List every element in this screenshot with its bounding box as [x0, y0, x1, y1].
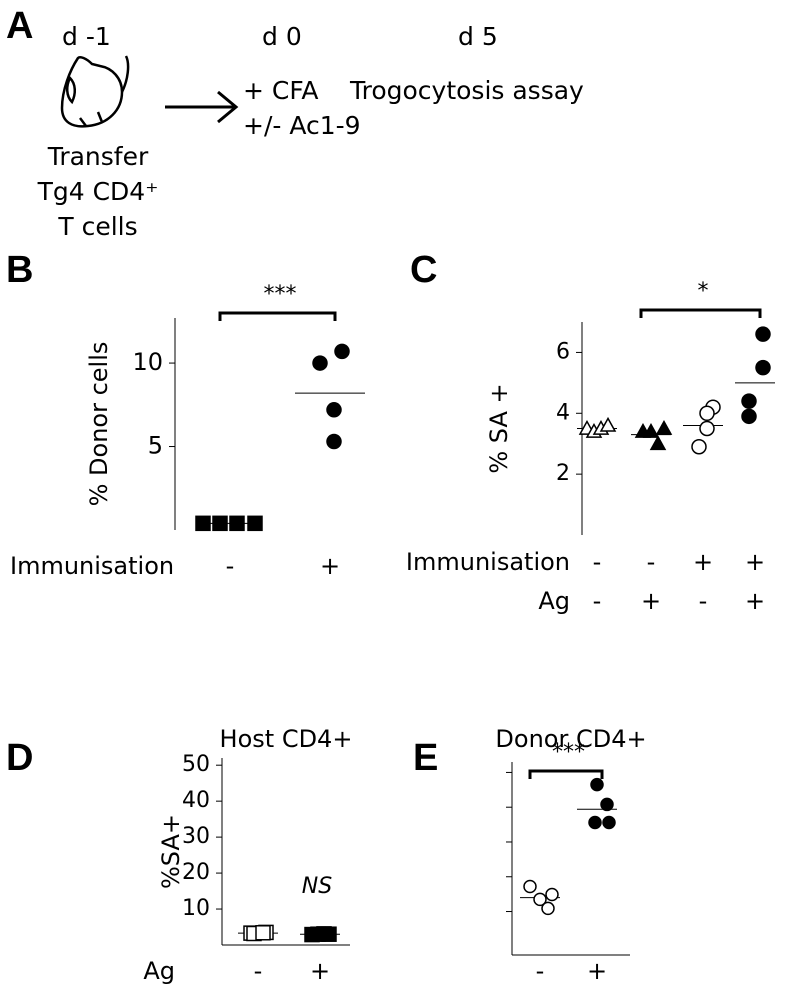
- circle-point: [600, 797, 614, 812]
- circle-point: [533, 892, 547, 907]
- circle-point: [326, 402, 342, 418]
- x-category-label: -: [647, 548, 656, 576]
- square-point: [321, 926, 337, 942]
- x-row-name: Immunisation: [10, 552, 174, 580]
- y-axis-label: %SA+: [157, 814, 185, 889]
- y-tick-label: 6: [556, 339, 570, 364]
- y-tick-label: 40: [182, 788, 210, 813]
- x-category-label: +: [320, 552, 340, 580]
- y-axis-label: % SA +: [485, 383, 513, 473]
- square-point: [247, 515, 263, 532]
- y-tick-label: 2: [556, 461, 570, 486]
- x-row-name: Immunisation: [406, 548, 570, 576]
- square-point: [229, 515, 245, 532]
- y-tick-label: 30: [182, 824, 210, 849]
- circle-point: [691, 439, 707, 455]
- circle-point: [523, 879, 537, 894]
- x-row-name: Ag: [538, 587, 570, 615]
- y-tick-label: 5: [148, 432, 163, 460]
- day-label: d -1: [62, 22, 111, 51]
- x-category-label: -: [536, 957, 545, 985]
- chart-title: Donor CD4+: [495, 725, 646, 753]
- y-tick-label: 20: [182, 860, 210, 885]
- significance-bracket: [639, 308, 762, 318]
- panel-letter: B: [6, 249, 33, 291]
- transfer-label: Tg4 CD4⁺: [37, 177, 159, 206]
- y-tick-label: 10: [182, 896, 210, 921]
- arrow: [165, 90, 239, 124]
- y-tick-label: 10: [132, 348, 163, 376]
- transfer-label: T cells: [57, 212, 137, 241]
- y-axis-label: % Donor cells: [85, 342, 113, 507]
- triangle-point: [655, 419, 673, 435]
- significance-label: *: [698, 279, 709, 304]
- panel-letter: A: [6, 5, 33, 47]
- significance-bracket: [528, 769, 604, 779]
- x-category-label: +: [587, 957, 607, 985]
- triangle-point: [599, 416, 617, 432]
- circle-point: [588, 815, 602, 830]
- transfer-label: Transfer: [47, 142, 149, 171]
- day-label: d 0: [262, 22, 302, 51]
- square-point: [195, 515, 211, 532]
- day-label: d 5: [458, 22, 498, 51]
- circle-point: [755, 326, 771, 342]
- circle-point: [602, 815, 616, 830]
- circle-point: [741, 408, 757, 425]
- significance-label: ***: [552, 740, 585, 765]
- x-category-label: -: [226, 552, 235, 580]
- circle-point: [326, 433, 342, 450]
- chart-title: Host CD4+: [220, 725, 353, 753]
- x-category-label: -: [699, 587, 708, 615]
- treatment-label: + CFA: [243, 76, 319, 105]
- triangle-point: [642, 422, 660, 438]
- x-row-name: Ag: [143, 957, 175, 985]
- circle-point: [699, 420, 715, 437]
- treatment-label: +/- Ac1-9: [243, 111, 361, 140]
- panel-letter: D: [6, 737, 33, 779]
- y-tick-label: 4: [556, 400, 570, 425]
- panel-letter: C: [410, 249, 437, 291]
- annotation: NS: [302, 874, 332, 899]
- x-category-label: +: [693, 548, 713, 576]
- circle-point: [334, 343, 350, 360]
- square-point: [255, 925, 271, 941]
- panel-letter: E: [413, 737, 438, 779]
- circle-point: [545, 887, 559, 902]
- significance-label: ***: [264, 282, 297, 307]
- square-point: [212, 515, 228, 532]
- x-category-label: -: [593, 587, 602, 615]
- x-category-label: -: [593, 548, 602, 576]
- x-category-label: +: [745, 587, 765, 615]
- circle-point: [741, 393, 757, 409]
- mouse-icon: [60, 55, 130, 128]
- x-category-label: +: [641, 587, 661, 615]
- circle-point: [699, 405, 715, 422]
- circle-point: [541, 901, 555, 916]
- x-category-label: +: [745, 548, 765, 576]
- circle-point: [755, 359, 771, 376]
- significance-bracket: [218, 311, 337, 321]
- x-category-label: +: [310, 957, 330, 985]
- y-tick-label: 50: [182, 752, 210, 777]
- triangle-point: [649, 435, 667, 451]
- circle-point: [590, 777, 604, 792]
- circle-point: [312, 355, 328, 371]
- x-category-label: -: [254, 957, 263, 985]
- assay-label: Trogocytosis assay: [349, 76, 584, 105]
